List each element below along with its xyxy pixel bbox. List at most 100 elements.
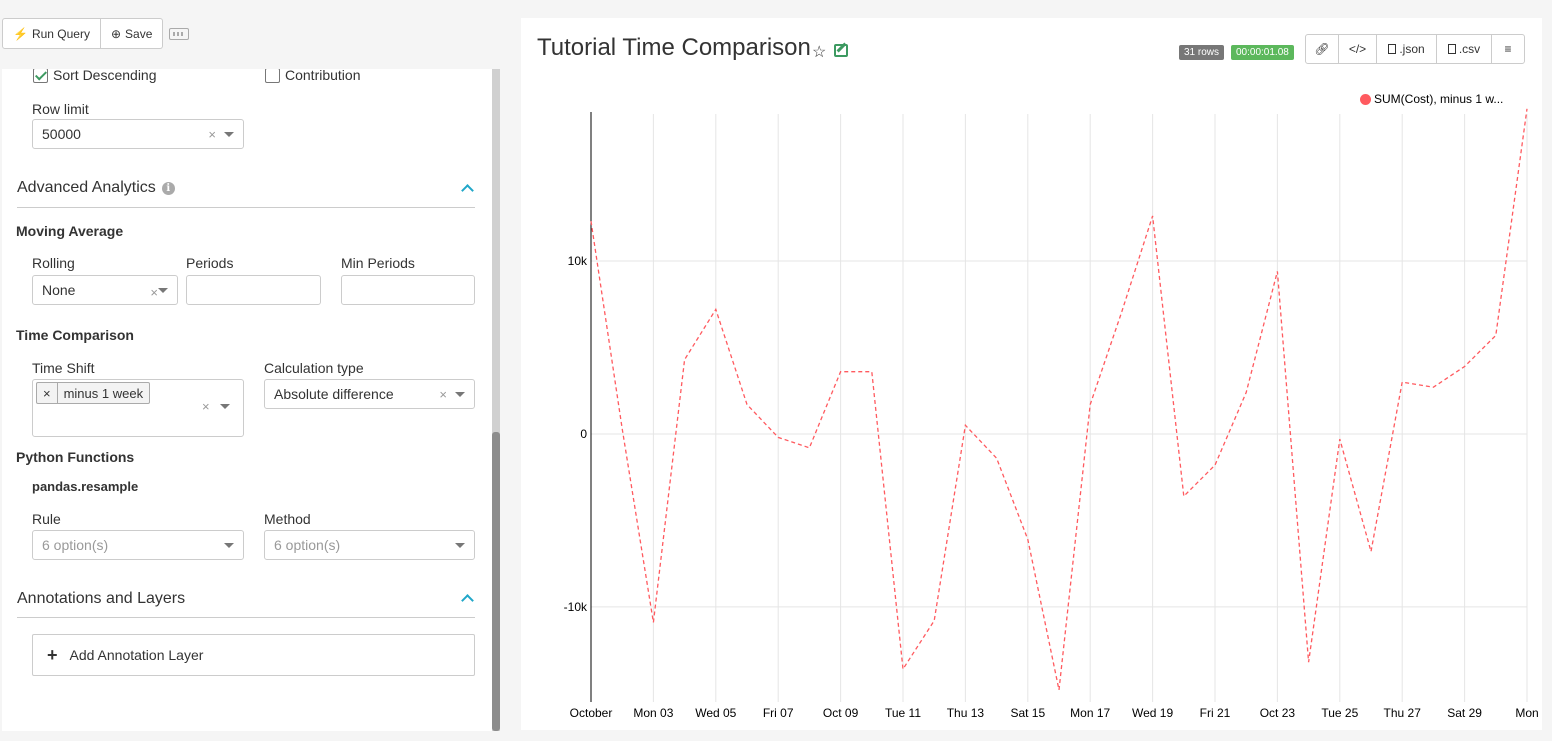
add-annotation-layer-button[interactable]: + Add Annotation Layer (32, 634, 475, 676)
x-tick-label: Wed 05 (695, 706, 736, 720)
periods-input[interactable] (186, 275, 321, 305)
keyboard-icon[interactable] (169, 27, 190, 40)
run-query-label: Run Query (31, 26, 90, 41)
data-point (1089, 403, 1092, 406)
data-point (1245, 391, 1248, 394)
query-toolbar: ⚡ Run Query ⊕ Save (2, 18, 190, 49)
data-point (964, 424, 967, 427)
calculation-type-label: Calculation type (264, 360, 364, 376)
x-tick-label: Thu 13 (947, 706, 985, 720)
chevron-down-icon[interactable] (224, 131, 234, 137)
bolt-icon: ⚡ (13, 26, 28, 41)
code-icon: </> (1348, 42, 1367, 56)
rule-select[interactable]: 6 option(s) (32, 530, 244, 560)
calculation-type-select[interactable]: Absolute difference × (264, 379, 475, 409)
data-point (1214, 464, 1217, 467)
scrollbar-thumb[interactable] (492, 432, 500, 731)
x-tick-label: Oct 23 (1260, 706, 1296, 720)
plus-circle-icon: ⊕ (110, 26, 122, 41)
edit-icon[interactable] (834, 44, 848, 57)
x-tick-label: Mon 03 (633, 706, 673, 720)
y-tick-label: -10k (564, 600, 588, 614)
x-tick-label: Mon (1515, 706, 1538, 720)
data-point (1276, 270, 1279, 273)
clear-icon[interactable]: × (202, 399, 210, 414)
remove-tag-icon[interactable]: × (37, 383, 58, 403)
save-label: Save (125, 26, 153, 41)
y-tick-label: 10k (568, 254, 588, 268)
clear-icon[interactable]: × (208, 126, 216, 142)
embed-code-button[interactable]: </> (1338, 34, 1377, 64)
collapse-chevron-icon[interactable] (461, 594, 474, 607)
data-point (1401, 381, 1404, 384)
advanced-analytics-header[interactable]: Advanced Analytics i (17, 179, 175, 197)
annotations-layers-title[interactable]: Annotations and Layers (17, 590, 186, 607)
data-point (1463, 365, 1466, 368)
sort-descending-checkbox[interactable] (33, 69, 48, 83)
method-select[interactable]: 6 option(s) (264, 530, 475, 560)
x-tick-label: Oct 09 (823, 706, 859, 720)
more-menu-button[interactable]: ≡ (1491, 34, 1525, 64)
chevron-down-icon[interactable] (224, 542, 234, 548)
python-functions-title: Python Functions (16, 449, 135, 465)
chevron-down-icon[interactable] (158, 287, 168, 293)
file-icon (1447, 44, 1456, 54)
time-shift-select[interactable]: × minus 1 week × (32, 379, 244, 437)
rolling-select[interactable]: None × (32, 275, 178, 305)
run-query-button[interactable]: ⚡ Run Query (2, 18, 101, 49)
data-point (1494, 334, 1497, 337)
y-tick-label: 0 (580, 427, 587, 441)
data-point (1182, 495, 1185, 498)
time-shift-tag-label: minus 1 week (63, 385, 144, 401)
row-limit-select[interactable]: 50000 × (32, 119, 244, 149)
divider (17, 207, 475, 208)
data-point (1120, 311, 1123, 314)
chevron-down-icon[interactable] (455, 542, 465, 548)
save-button[interactable]: ⊕ Save (100, 18, 164, 49)
min-periods-label: Min Periods (341, 255, 415, 271)
contribution-label: Contribution (285, 69, 361, 83)
data-point (933, 619, 936, 622)
chevron-down-icon[interactable] (220, 404, 230, 409)
chart-legend[interactable]: SUM(Cost), minus 1 w... (1360, 92, 1503, 106)
plus-icon: + (47, 644, 58, 665)
time-shift-label: Time Shift (32, 360, 95, 376)
x-tick-label: Tue 25 (1321, 706, 1358, 720)
data-point (902, 668, 905, 671)
data-point (652, 621, 655, 624)
csv-label: .csv (1458, 42, 1481, 56)
data-point (683, 358, 686, 361)
data-point (777, 436, 780, 439)
calculation-type-value: Absolute difference (274, 386, 394, 402)
data-point (746, 403, 749, 406)
chart-panel: Tutorial Time Comparison ☆ 31 rows 00:00… (521, 18, 1542, 730)
data-point (1432, 386, 1435, 389)
x-tick-label: Mon 17 (1070, 706, 1110, 720)
data-point (808, 446, 811, 449)
x-tick-label: Fri 21 (1200, 706, 1231, 720)
chart-title[interactable]: Tutorial Time Comparison (537, 34, 811, 61)
collapse-chevron-icon[interactable] (461, 184, 474, 197)
export-csv-button[interactable]: .csv (1436, 34, 1492, 64)
min-periods-input[interactable] (341, 275, 475, 305)
periods-label: Periods (186, 255, 234, 271)
data-point (839, 370, 842, 373)
x-tick-label: Sat 15 (1010, 706, 1045, 720)
series-line (590, 108, 1528, 691)
contribution-checkbox[interactable] (265, 69, 280, 83)
data-point (1026, 538, 1029, 541)
chevron-down-icon[interactable] (455, 391, 465, 397)
clear-icon[interactable]: × (439, 386, 447, 402)
method-label: Method (264, 511, 311, 527)
clear-icon[interactable]: × (150, 284, 158, 300)
data-point (1307, 661, 1310, 664)
star-icon[interactable]: ☆ (812, 44, 827, 61)
link-button[interactable]: 🔗︎ (1305, 34, 1339, 64)
export-json-button[interactable]: .json (1376, 34, 1437, 64)
chart-actions: 🔗︎ </> .json .csv ≡ (1305, 34, 1525, 64)
scrollbar-track[interactable] (492, 69, 500, 731)
data-point (1151, 215, 1154, 218)
data-point (870, 370, 873, 373)
file-icon (1388, 44, 1397, 54)
data-point (1058, 688, 1061, 691)
